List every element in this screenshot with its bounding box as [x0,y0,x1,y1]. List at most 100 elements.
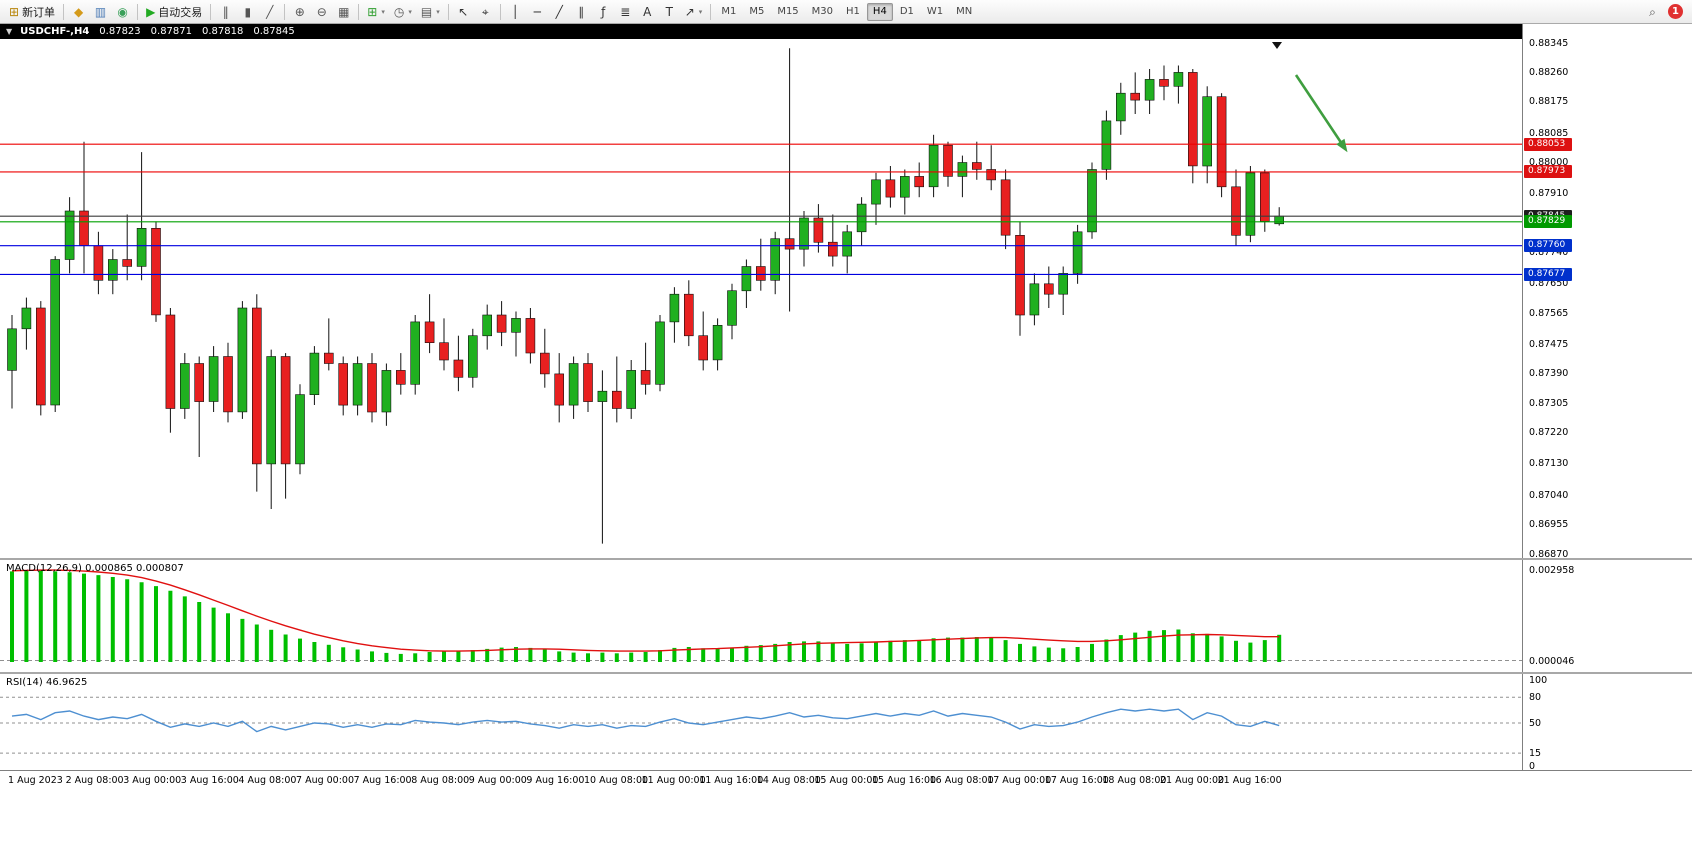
market-watch-icon: ◆ [73,4,84,19]
tf-m5-button[interactable]: M5 [749,6,765,17]
periods-icon: ◷ [393,4,405,19]
templates-icon: ▤ [420,4,433,19]
line-chart-button[interactable]: ╱ [259,2,280,22]
time-axis-label: 7 Aug 00:00 [296,775,355,786]
crosshair-button[interactable]: ⌖ [475,2,496,22]
bar-chart-button[interactable]: ‖ [215,2,236,22]
time-axis-label: 11 Aug 00:00 [641,775,706,786]
text-label-icon: T [665,4,673,19]
tf-m30-button[interactable]: M30 [811,6,834,17]
time-axis-label: 15 Aug 00:00 [814,775,879,786]
tf-w1-button[interactable]: W1 [926,6,944,17]
candlestick-chart-button[interactable]: ▮ [237,2,258,22]
time-axis-label: 3 Aug 00:00 [123,775,182,786]
price-level-badge: 0.87829 [1524,215,1572,229]
annotation-arrowhead [1336,138,1348,153]
fibonacci-button[interactable]: ƒ [593,2,614,22]
vertical-line-button[interactable]: │ [505,2,526,22]
price-axis-label: 0.88085 [1529,127,1569,139]
new-order-icon: ⊞ [9,4,20,19]
search-icon: ⌕ [1649,4,1656,19]
terminal-icon: ◉ [117,4,128,19]
macd-label: MACD(12,26,9) 0.000865 0.000807 [6,563,184,574]
templates-button[interactable]: ▤ ▾ [417,2,444,22]
tile-windows-button[interactable]: ▦ [333,2,354,22]
rsi-axis[interactable]: 100 80 50 15 0 [1522,674,1692,772]
bar-chart-icon: ‖ [222,4,229,19]
price-axis-label: 0.86955 [1529,519,1569,531]
price-axis-label: 0.87130 [1529,458,1569,470]
new-order-label: 新订单 [22,5,56,19]
horizontal-line-button[interactable]: ─ [527,2,548,22]
text-label-button[interactable]: T [659,2,680,22]
navigator-button[interactable]: ▥ [90,2,111,22]
cursor-button[interactable]: ↖ [453,2,474,22]
search-button[interactable]: ⌕ [1642,2,1663,22]
autotrading-icon: ▶ [146,4,156,19]
macd-splitter[interactable] [0,558,1692,560]
cycle-lines-icon: ≣ [620,4,631,19]
price-chart-canvas[interactable] [0,39,1522,558]
tf-h4-button[interactable]: H4 [866,2,893,21]
time-axis[interactable]: 1 Aug 2023 2 Aug 08:00 3 Aug 00:00 3 Aug 16… [0,770,1692,794]
time-axis-label: 11 Aug 16:00 [699,775,764,786]
indicators-button[interactable]: ⊞ ▾ [363,2,389,22]
rsi-splitter[interactable] [0,672,1692,674]
tf-h1-button[interactable]: H1 [846,6,860,17]
trendline-button[interactable]: ╱ [549,2,570,22]
chart-shift-marker-icon[interactable] [1272,42,1282,49]
zoom-in-icon: ⊕ [294,4,305,19]
macd-panel-canvas[interactable] [0,560,1522,672]
tf-mn-button[interactable]: MN [956,6,973,17]
toolbar-separator [710,3,712,20]
macd-histogram [10,569,1282,662]
price-axis-label: 0.87040 [1529,489,1569,501]
text-button[interactable]: A [637,2,658,22]
chart-menu-icon[interactable]: ▼ [6,27,13,36]
rsi-panel-canvas[interactable] [0,674,1522,770]
zoom-out-button[interactable]: ⊖ [311,2,332,22]
zoom-out-icon: ⊖ [316,4,327,19]
time-axis-label: 1 Aug 2023 [8,775,63,786]
price-axis[interactable]: 0.88345 0.88260 0.88175 0.88085 0.88000 0.879… [1522,24,1692,560]
fibonacci-icon: ƒ [601,4,606,19]
price-axis-label: 0.87910 [1529,188,1569,200]
tf-m15-button[interactable]: M15 [777,6,799,17]
toolbar-separator [284,3,286,20]
dropdown-arrow-icon: ▾ [698,7,703,16]
macd-signal-line [11,569,1280,652]
autotrading-button[interactable]: ▶ 自动交易 [142,2,206,22]
rsi-axis-label: 0 [1529,761,1536,772]
time-axis-label: 9 Aug 00:00 [468,775,527,786]
line-chart-icon: ╱ [266,4,274,19]
price-axis-label: 0.87740 [1529,247,1569,259]
terminal-button[interactable]: ◉ [112,2,133,22]
toolbar-separator [137,3,139,20]
candles-layer [7,48,1284,544]
cycle-lines-button[interactable]: ≣ [615,2,636,22]
tf-d1-button[interactable]: D1 [899,6,914,17]
rsi-axis-label: 80 [1529,692,1542,704]
market-watch-button[interactable]: ◆ [68,2,89,22]
time-axis-label: 21 Aug 16:00 [1217,775,1282,786]
new-order-button[interactable]: ⊞ 新订单 [5,2,59,22]
time-axis-label: 4 Aug 08:00 [238,775,297,786]
notification-badge[interactable]: 1 [1668,4,1683,19]
price-axis-label: 0.86870 [1529,548,1569,560]
macd-axis[interactable]: 0.002958 0.000046 [1522,560,1692,672]
rsi-axis-label: 50 [1529,718,1542,729]
time-axis-label: 3 Aug 16:00 [180,775,239,786]
arrows-icon: ↗ [684,4,695,19]
channel-button[interactable]: ∥ [571,2,592,22]
price-axis-label: 0.87305 [1529,397,1569,409]
price-axis-label: 0.88000 [1529,157,1569,168]
tf-m1-button[interactable]: M1 [721,6,737,17]
arrows-button[interactable]: ↗ ▾ [681,2,707,22]
price-level-badge: 0.87677 [1524,267,1572,281]
periods-button[interactable]: ◷ ▾ [390,2,416,22]
price-axis-label: 0.88260 [1529,66,1569,78]
zoom-in-button[interactable]: ⊕ [289,2,310,22]
time-axis-label: 21 Aug 00:00 [1160,775,1225,786]
chart-symbol-period: USDCHF-,H4 [20,26,90,37]
candlestick-chart-icon: ▮ [244,4,252,19]
